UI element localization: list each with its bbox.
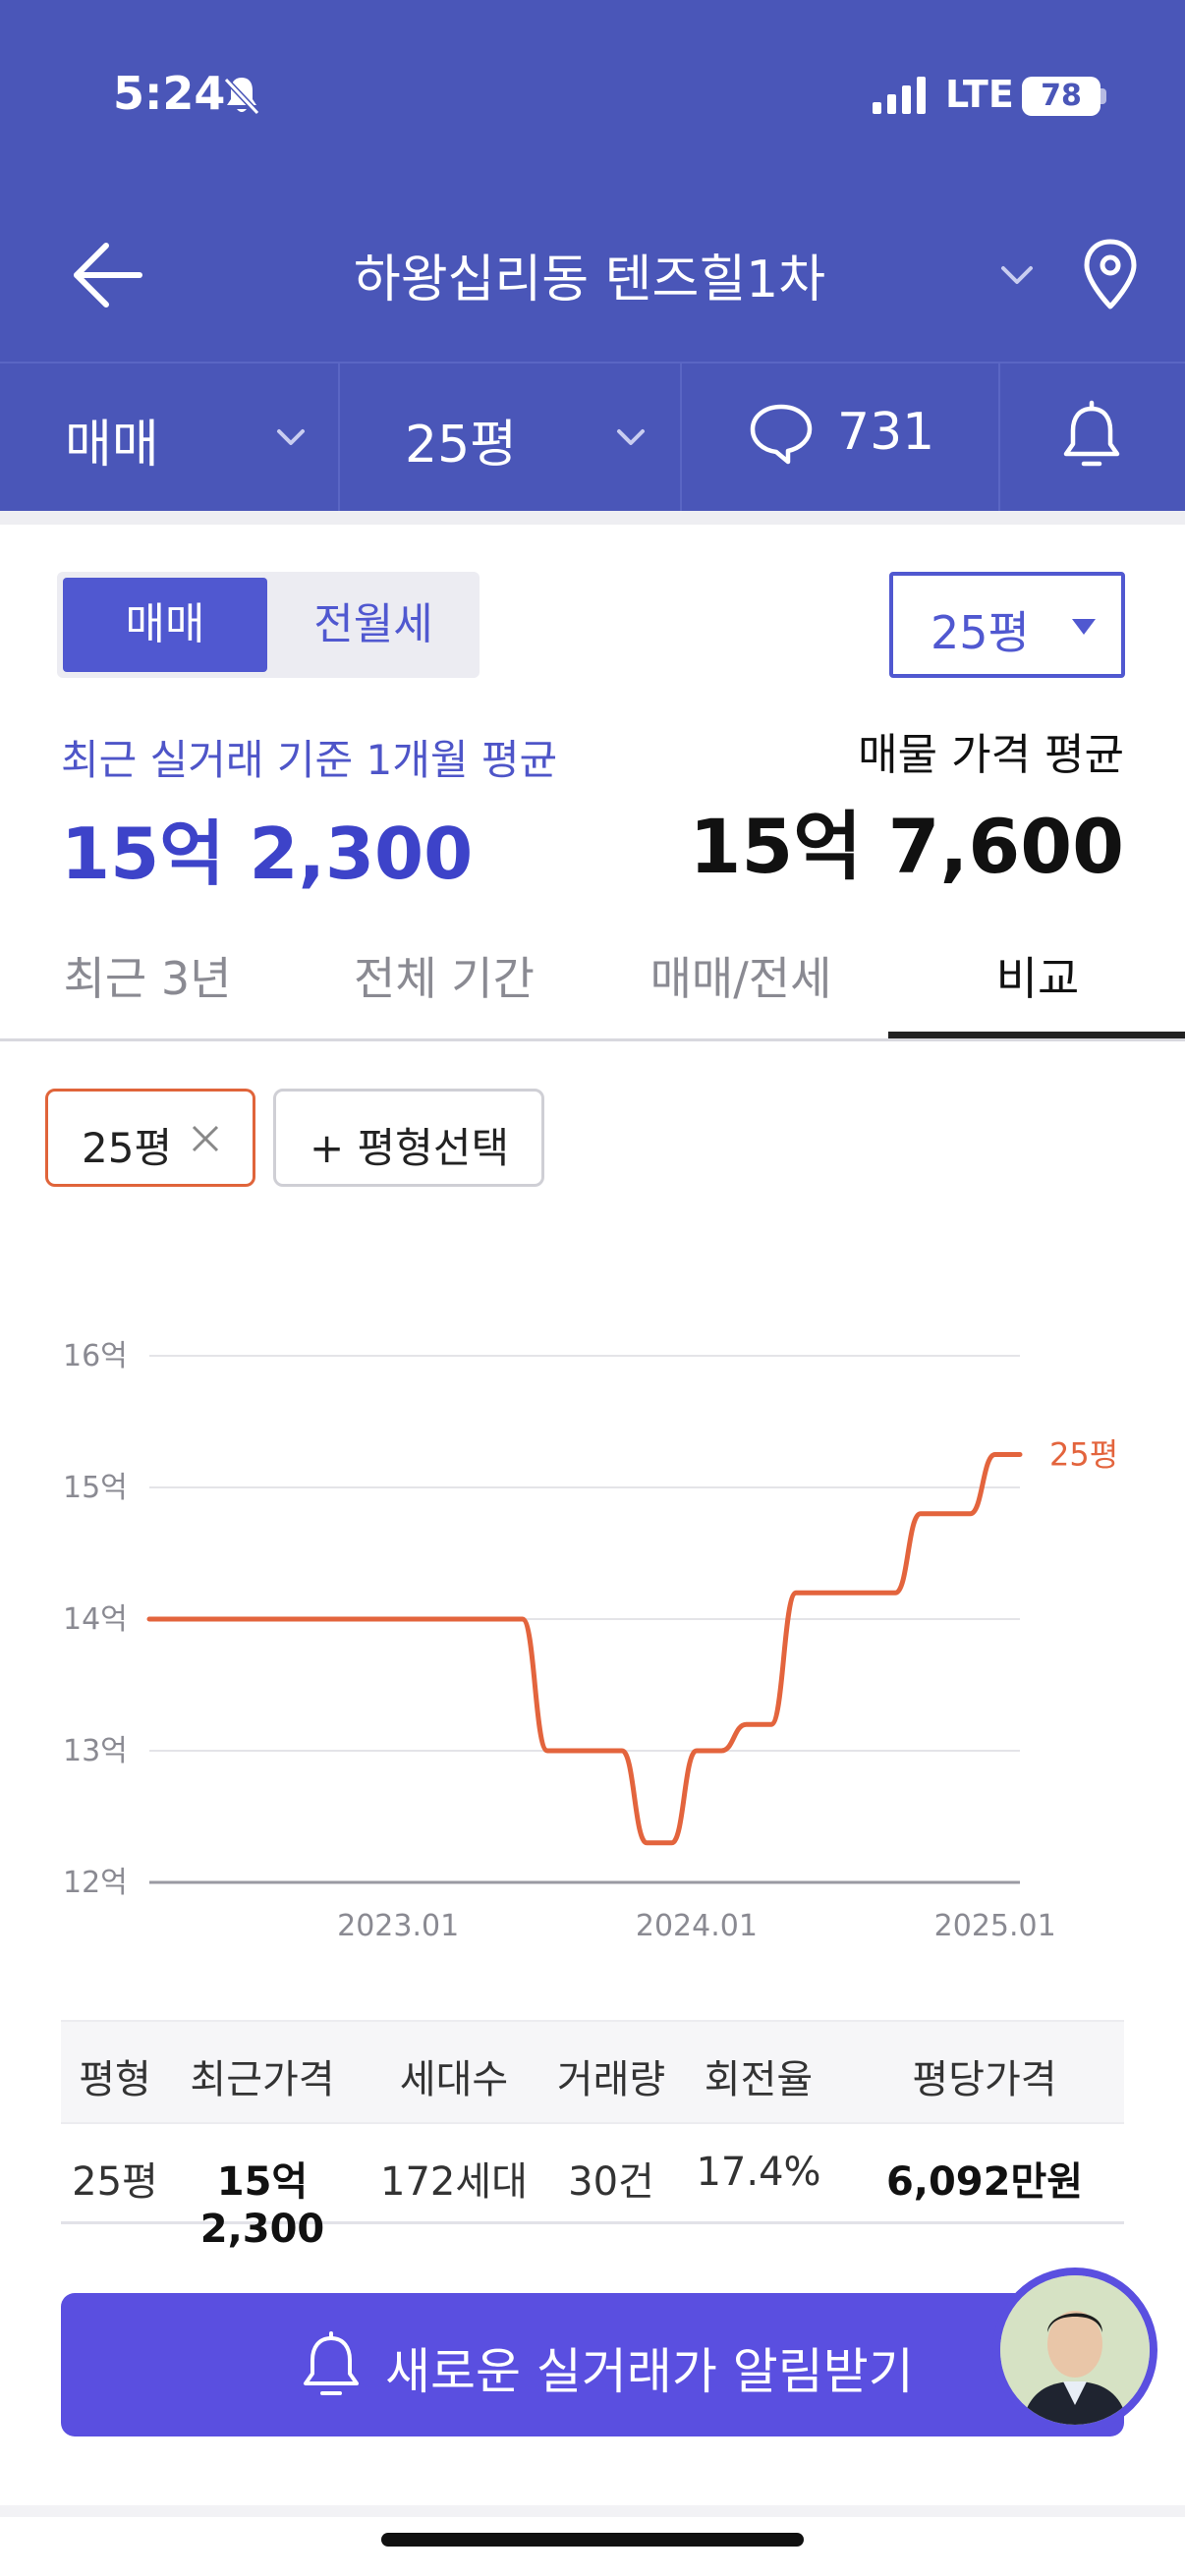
back-arrow-icon[interactable]	[69, 236, 147, 314]
price-alert-label: 새로운 실거래가 알림받기	[385, 2343, 914, 2400]
active-tab-underline	[888, 1032, 1185, 1038]
person-icon	[1000, 2275, 1150, 2425]
cell-volume: 30건	[568, 2159, 654, 2205]
bottom-divider	[0, 2505, 1185, 2517]
cell-recent-price: 15억2,300	[199, 2159, 325, 2252]
cell-households: 172세대	[380, 2159, 528, 2205]
price-alert-button[interactable]: 새로운 실거래가 알림받기	[61, 2293, 1124, 2436]
header-volume: 거래량	[556, 2057, 666, 2102]
signal-icon	[873, 77, 926, 114]
tab-recent-3y[interactable]: 최근 3년	[63, 952, 232, 1005]
caret-down-icon	[1072, 619, 1096, 635]
size-select[interactable]: 25평	[889, 572, 1125, 678]
cell-size: 25평	[72, 2159, 158, 2205]
series-line	[146, 1452, 1023, 1846]
trade-type-label: 매매	[65, 416, 159, 475]
location-pin-icon[interactable]	[1076, 236, 1145, 314]
section-divider	[0, 511, 1185, 525]
filter-bar: 매매 25평 731	[0, 362, 1185, 511]
close-icon[interactable]	[188, 1121, 223, 1156]
size-chip-label: 25평	[82, 1124, 173, 1172]
header-recent-price: 최근가격	[190, 2057, 335, 2102]
x-tick-label: 2024.01	[636, 1909, 758, 1943]
tab-sale-jeonse[interactable]: 매매/전세	[649, 952, 832, 1005]
battery-level: 78	[1022, 77, 1100, 116]
page-title[interactable]: 하왕십리동 텐즈힐1차	[353, 251, 826, 309]
x-tick-label: 2025.01	[934, 1909, 1056, 1943]
cell-turnover: 17.4%	[696, 2150, 821, 2195]
recent-average-value: 15억 2,300	[61, 812, 474, 895]
trade-toggle: 매매 전월세	[57, 572, 480, 678]
bell-icon	[1063, 400, 1120, 467]
nav-bar: 하왕십리동 텐즈힐1차	[0, 206, 1185, 349]
size-filter[interactable]: 25평	[340, 364, 682, 511]
add-size-chip-label: + 평형선택	[310, 1124, 510, 1172]
bell-icon	[304, 2331, 359, 2395]
header-turnover: 회전율	[704, 2057, 814, 2102]
y-tick-label: 13억	[63, 1734, 128, 1768]
network-label: LTE	[945, 73, 1014, 116]
speech-bubble-icon	[750, 404, 813, 465]
toggle-sale[interactable]: 매매	[63, 578, 267, 672]
series-label: 25평	[1049, 1436, 1118, 1474]
x-tick-label: 2023.01	[337, 1909, 459, 1943]
header-households: 세대수	[399, 2057, 509, 2102]
tab-compare[interactable]: 비교	[995, 952, 1080, 1005]
y-tick-label: 14억	[63, 1602, 128, 1637]
y-tick-label: 16억	[63, 1339, 128, 1373]
trade-type-filter[interactable]: 매매	[0, 364, 340, 511]
status-bar: 5:24 LTE 78	[0, 0, 1185, 187]
home-indicator	[381, 2533, 804, 2547]
battery-tip	[1100, 88, 1106, 104]
listing-average-value: 15억 7,600	[689, 803, 1124, 890]
period-tabs: 최근 3년 전체 기간 매매/전세 비교	[0, 924, 1185, 1041]
table-header: 평형 최근가격 세대수 거래량 회전율 평당가격	[61, 2020, 1124, 2122]
size-filter-label: 25평	[405, 416, 518, 475]
chevron-down-icon[interactable]	[997, 260, 1037, 290]
bell-slash-icon	[223, 77, 260, 116]
recent-average-label: 최근 실거래 기준 1개월 평균	[61, 736, 558, 784]
tab-all-period[interactable]: 전체 기간	[354, 952, 535, 1005]
header-price-per-pyeong: 평당가격	[912, 2057, 1057, 2102]
toggle-rent[interactable]: 전월세	[313, 599, 433, 649]
y-tick-label: 15억	[63, 1471, 128, 1505]
price-chart: 12억 13억 14억 15억 16억 2023.01 2024.01 2025.01 25평	[63, 1339, 1118, 1943]
notification-button[interactable]	[1000, 364, 1185, 511]
chevron-down-icon	[617, 429, 645, 445]
listing-average-label: 매물 가격 평균	[858, 730, 1124, 780]
top-header: 5:24 LTE 78 하왕십리동 텐즈힐1차	[0, 0, 1185, 511]
comments-button[interactable]: 731	[682, 364, 1000, 511]
comments-count: 731	[837, 403, 935, 462]
add-size-chip[interactable]: + 평형선택	[273, 1089, 544, 1187]
agent-avatar[interactable]	[992, 2268, 1157, 2433]
status-time: 5:24	[113, 67, 226, 120]
y-tick-label: 12억	[63, 1866, 128, 1900]
avatar-photo	[1000, 2275, 1150, 2425]
size-chip[interactable]: 25평	[45, 1089, 255, 1187]
size-select-value: 25평	[931, 606, 1030, 659]
cell-price-per-pyeong: 6,092만원	[885, 2159, 1084, 2205]
table-row: 25평 15억2,300 172세대 30건 17.4% 6,092만원	[61, 2122, 1124, 2252]
chevron-down-icon	[277, 429, 305, 445]
header-size: 평형	[79, 2057, 151, 2102]
